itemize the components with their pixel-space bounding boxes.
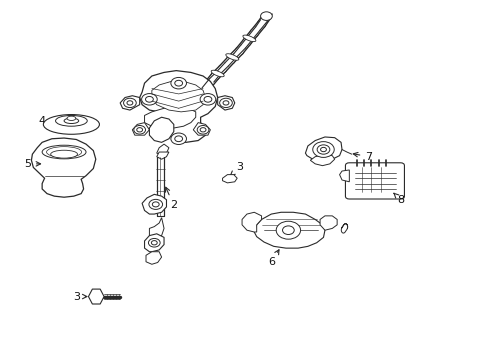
Polygon shape bbox=[149, 218, 163, 239]
Polygon shape bbox=[157, 152, 168, 159]
Circle shape bbox=[203, 96, 211, 102]
Polygon shape bbox=[157, 144, 168, 156]
Circle shape bbox=[200, 94, 215, 105]
Polygon shape bbox=[320, 216, 336, 230]
Polygon shape bbox=[144, 107, 195, 128]
Polygon shape bbox=[217, 96, 234, 110]
Circle shape bbox=[152, 202, 159, 207]
Circle shape bbox=[276, 221, 300, 239]
Text: 3: 3 bbox=[230, 162, 243, 176]
Text: 3: 3 bbox=[73, 292, 87, 302]
Circle shape bbox=[170, 133, 186, 144]
Polygon shape bbox=[305, 137, 341, 161]
Text: 7: 7 bbox=[352, 152, 372, 162]
Ellipse shape bbox=[56, 116, 87, 126]
Polygon shape bbox=[193, 123, 210, 135]
Circle shape bbox=[142, 94, 157, 105]
Circle shape bbox=[174, 136, 182, 141]
Circle shape bbox=[123, 98, 136, 108]
Circle shape bbox=[200, 128, 205, 132]
Circle shape bbox=[223, 101, 228, 105]
Text: 2: 2 bbox=[165, 187, 177, 210]
Ellipse shape bbox=[211, 70, 224, 77]
FancyBboxPatch shape bbox=[345, 163, 404, 199]
Circle shape bbox=[149, 199, 162, 210]
Polygon shape bbox=[222, 175, 237, 183]
Circle shape bbox=[137, 128, 142, 132]
Circle shape bbox=[151, 240, 157, 245]
Circle shape bbox=[170, 77, 186, 89]
Circle shape bbox=[282, 226, 294, 234]
Circle shape bbox=[145, 96, 153, 102]
Polygon shape bbox=[142, 194, 166, 214]
Ellipse shape bbox=[67, 116, 76, 121]
Polygon shape bbox=[132, 123, 149, 135]
Ellipse shape bbox=[42, 145, 86, 159]
Polygon shape bbox=[152, 81, 205, 112]
Ellipse shape bbox=[46, 147, 81, 157]
Ellipse shape bbox=[51, 150, 77, 158]
Text: 5: 5 bbox=[24, 159, 41, 169]
Circle shape bbox=[317, 145, 329, 154]
Circle shape bbox=[148, 238, 160, 247]
Circle shape bbox=[134, 126, 145, 134]
Circle shape bbox=[312, 141, 333, 157]
Polygon shape bbox=[242, 212, 261, 232]
Ellipse shape bbox=[225, 54, 238, 60]
Ellipse shape bbox=[43, 114, 99, 134]
Polygon shape bbox=[254, 212, 325, 248]
Polygon shape bbox=[120, 96, 140, 110]
Text: 6: 6 bbox=[267, 250, 279, 267]
Text: 8: 8 bbox=[393, 193, 403, 205]
Ellipse shape bbox=[64, 118, 79, 123]
Text: 1: 1 bbox=[165, 82, 185, 105]
Ellipse shape bbox=[243, 35, 255, 42]
Polygon shape bbox=[88, 289, 104, 304]
Polygon shape bbox=[157, 157, 163, 216]
Text: 4: 4 bbox=[39, 116, 53, 126]
Circle shape bbox=[127, 101, 133, 105]
Polygon shape bbox=[144, 234, 163, 252]
Polygon shape bbox=[149, 117, 173, 142]
Circle shape bbox=[260, 12, 272, 21]
Circle shape bbox=[219, 98, 232, 108]
Polygon shape bbox=[310, 155, 334, 166]
Circle shape bbox=[197, 126, 208, 134]
Polygon shape bbox=[339, 170, 348, 182]
Polygon shape bbox=[146, 252, 161, 264]
Polygon shape bbox=[31, 138, 96, 197]
Circle shape bbox=[174, 80, 182, 86]
Polygon shape bbox=[140, 71, 217, 142]
Circle shape bbox=[320, 147, 326, 152]
